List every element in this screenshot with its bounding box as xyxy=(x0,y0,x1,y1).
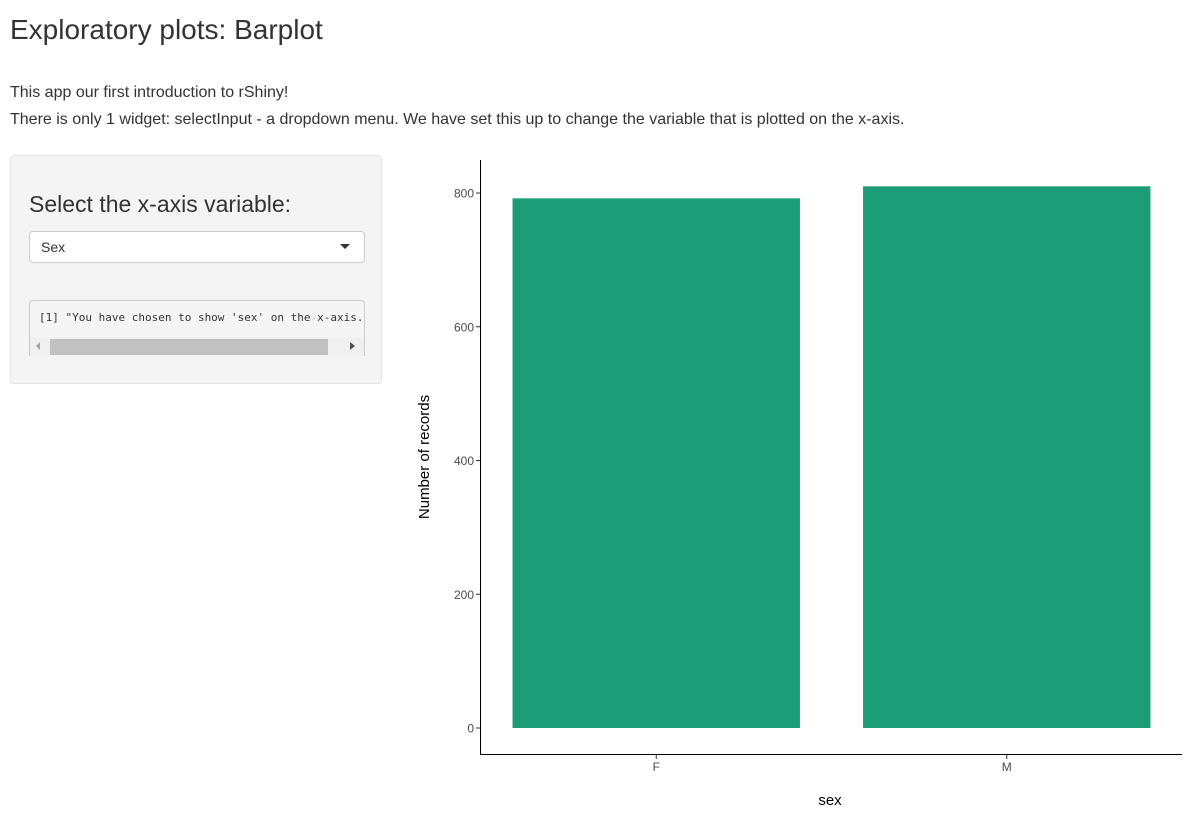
chevron-down-icon[interactable] xyxy=(340,244,350,249)
scroll-left-arrow-icon[interactable] xyxy=(36,342,40,350)
y-tick-label: 600 xyxy=(454,320,474,334)
y-tick-label: 0 xyxy=(467,722,474,736)
x-axis-select-value: Sex xyxy=(41,239,66,255)
scrollbar-thumb[interactable] xyxy=(50,339,328,355)
verbatim-output-text: [1] "You have chosen to show 'sex' on th… xyxy=(39,311,365,324)
scroll-right-arrow-icon[interactable] xyxy=(350,342,355,350)
sidebar-panel: Select the x-axis variable: Sex [1] "You… xyxy=(10,155,382,384)
y-tick-label: 800 xyxy=(454,187,474,201)
verbatim-output: [1] "You have chosen to show 'sex' on th… xyxy=(29,300,365,356)
intro-line-1: This app our first introduction to rShin… xyxy=(10,84,289,101)
bar-f xyxy=(512,198,800,729)
x-tick-label: M xyxy=(1002,760,1012,774)
horizontal-scrollbar[interactable] xyxy=(30,337,364,356)
intro-line-2: There is only 1 widget: selectInput - a … xyxy=(10,111,905,128)
x-axis-select[interactable]: Sex xyxy=(29,231,365,263)
x-axis-title: sex xyxy=(818,792,842,809)
x-axis-select-label: Select the x-axis variable: xyxy=(29,191,292,217)
page-title: Exploratory plots: Barplot xyxy=(10,14,323,45)
y-axis-title: Number of records xyxy=(416,395,433,519)
x-tick-label: F xyxy=(653,760,660,774)
y-tick-label: 200 xyxy=(454,588,474,602)
intro-text: This app our first introduction to rShin… xyxy=(10,79,904,133)
y-tick-label: 400 xyxy=(454,454,474,468)
bar-m xyxy=(863,186,1151,728)
